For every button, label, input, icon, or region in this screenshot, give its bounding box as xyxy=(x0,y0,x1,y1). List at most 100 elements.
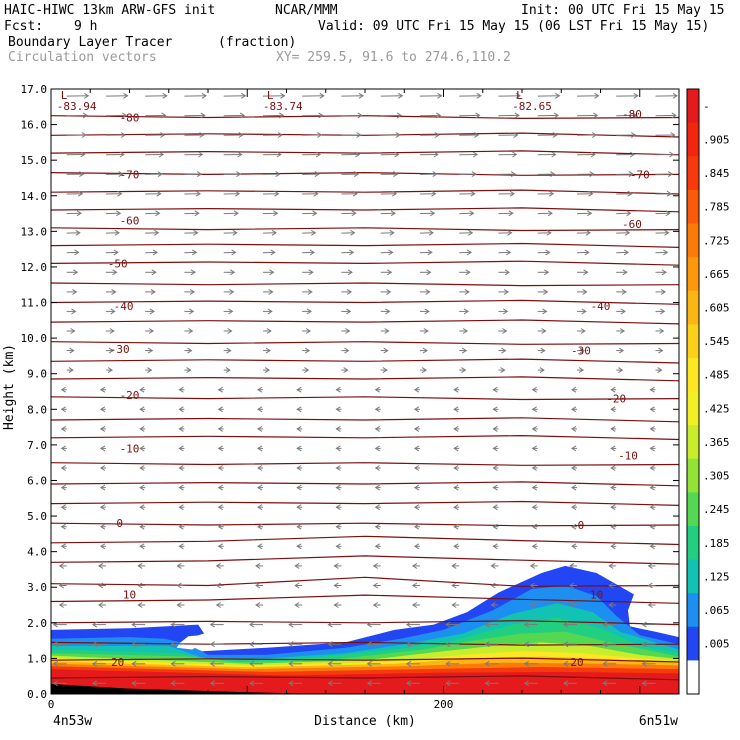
vector-head xyxy=(594,92,600,99)
vector-head xyxy=(217,523,223,530)
vector-head xyxy=(200,112,206,119)
vector-head xyxy=(641,660,647,667)
vector-head xyxy=(109,328,115,334)
vector-head xyxy=(345,328,351,334)
vectors-label: Circulation vectors xyxy=(8,50,157,65)
vector-head xyxy=(529,582,535,589)
vector-head xyxy=(333,562,339,569)
vector-head xyxy=(288,680,294,687)
vector-head xyxy=(514,112,520,119)
vector-head xyxy=(249,641,255,648)
vector-head xyxy=(531,543,537,550)
vector-head xyxy=(170,660,176,667)
vector-head xyxy=(492,523,498,530)
contour-label: 20 xyxy=(111,656,124,669)
vector-head xyxy=(582,288,588,295)
vector-head xyxy=(335,406,341,413)
vector-head xyxy=(544,269,550,276)
vector-head xyxy=(602,621,608,628)
vector-head xyxy=(187,347,193,354)
vector-head xyxy=(294,582,300,589)
vector-head xyxy=(424,308,430,315)
vector-head xyxy=(466,249,473,256)
vector-head xyxy=(309,249,316,256)
fcst-label: Fcst: xyxy=(4,19,44,34)
vector-head xyxy=(569,602,575,608)
vector-head xyxy=(374,406,380,413)
model-title: HAIC-HIWC 13km ARW-GFS init xyxy=(4,3,216,18)
vector-head xyxy=(445,680,451,687)
vector-head xyxy=(550,171,556,178)
vector-head xyxy=(411,582,418,589)
vector-head xyxy=(531,445,537,452)
vector-head xyxy=(91,641,98,648)
vector-head xyxy=(257,425,263,432)
fcst-value: 9 h xyxy=(74,19,98,34)
vector-head xyxy=(610,425,616,432)
vector-head xyxy=(490,582,496,589)
vector-head xyxy=(84,92,90,99)
vector-head xyxy=(389,229,395,236)
vector-head xyxy=(453,465,459,471)
vector-head xyxy=(139,523,145,530)
vector-head xyxy=(374,465,380,471)
vector-head xyxy=(335,504,341,511)
vector-head xyxy=(453,445,459,452)
contour-line xyxy=(51,522,679,527)
y-tick-label: 0.0 xyxy=(27,688,47,701)
vector-head xyxy=(266,328,272,334)
vector-head xyxy=(81,132,87,138)
vector-head xyxy=(506,249,512,256)
colorbar-swatch xyxy=(687,660,699,695)
vector-head xyxy=(343,367,349,374)
vector-head xyxy=(413,484,420,491)
x-right-endpoint: 6n51w xyxy=(639,714,678,729)
vector-head xyxy=(190,269,196,276)
vector-head xyxy=(543,288,549,295)
vector-head xyxy=(74,249,80,256)
vector-head xyxy=(60,504,66,511)
vector-head xyxy=(60,445,66,452)
vector-head xyxy=(641,641,647,648)
vector-head xyxy=(82,112,89,119)
vector-head xyxy=(465,269,471,276)
vector-head xyxy=(335,523,341,530)
contour-label: -20 xyxy=(120,389,140,402)
vector-head xyxy=(445,621,451,628)
vector-head xyxy=(147,347,154,354)
vector-head xyxy=(545,249,551,256)
vector-head xyxy=(625,229,631,236)
vector-head xyxy=(396,112,403,119)
colorbar-label: .665 xyxy=(703,268,730,281)
vector-head xyxy=(225,367,231,374)
vector-head xyxy=(492,543,498,550)
vector-head xyxy=(58,602,64,608)
vector-head xyxy=(428,229,434,236)
vector-head xyxy=(563,641,569,648)
contour-line xyxy=(51,260,679,266)
tracer-fill xyxy=(51,565,679,694)
vector-head xyxy=(413,465,420,471)
vector-head xyxy=(633,92,639,99)
vector-head xyxy=(234,190,241,197)
vector-head xyxy=(490,562,496,569)
valid-label: Valid: 09 UTC Fri 15 May 15 (06 LST Fri … xyxy=(318,19,710,34)
vector-head xyxy=(649,445,655,452)
vector-head xyxy=(502,328,508,334)
vector-head xyxy=(215,602,221,608)
vector-head xyxy=(622,269,628,276)
vector-head xyxy=(647,602,653,608)
vector-head xyxy=(152,249,159,256)
vector-head xyxy=(110,308,116,315)
vector-head xyxy=(571,406,577,413)
contour-line xyxy=(51,242,679,248)
colorbar-label: .785 xyxy=(703,201,730,214)
contour-label: 10 xyxy=(590,588,603,601)
vector-head xyxy=(484,621,490,628)
vector-head xyxy=(426,269,432,276)
vector-head xyxy=(660,308,666,315)
colorbar-label: - xyxy=(703,100,710,113)
vector-head xyxy=(156,190,162,197)
vector-head xyxy=(296,465,302,471)
vector-head xyxy=(357,112,363,119)
